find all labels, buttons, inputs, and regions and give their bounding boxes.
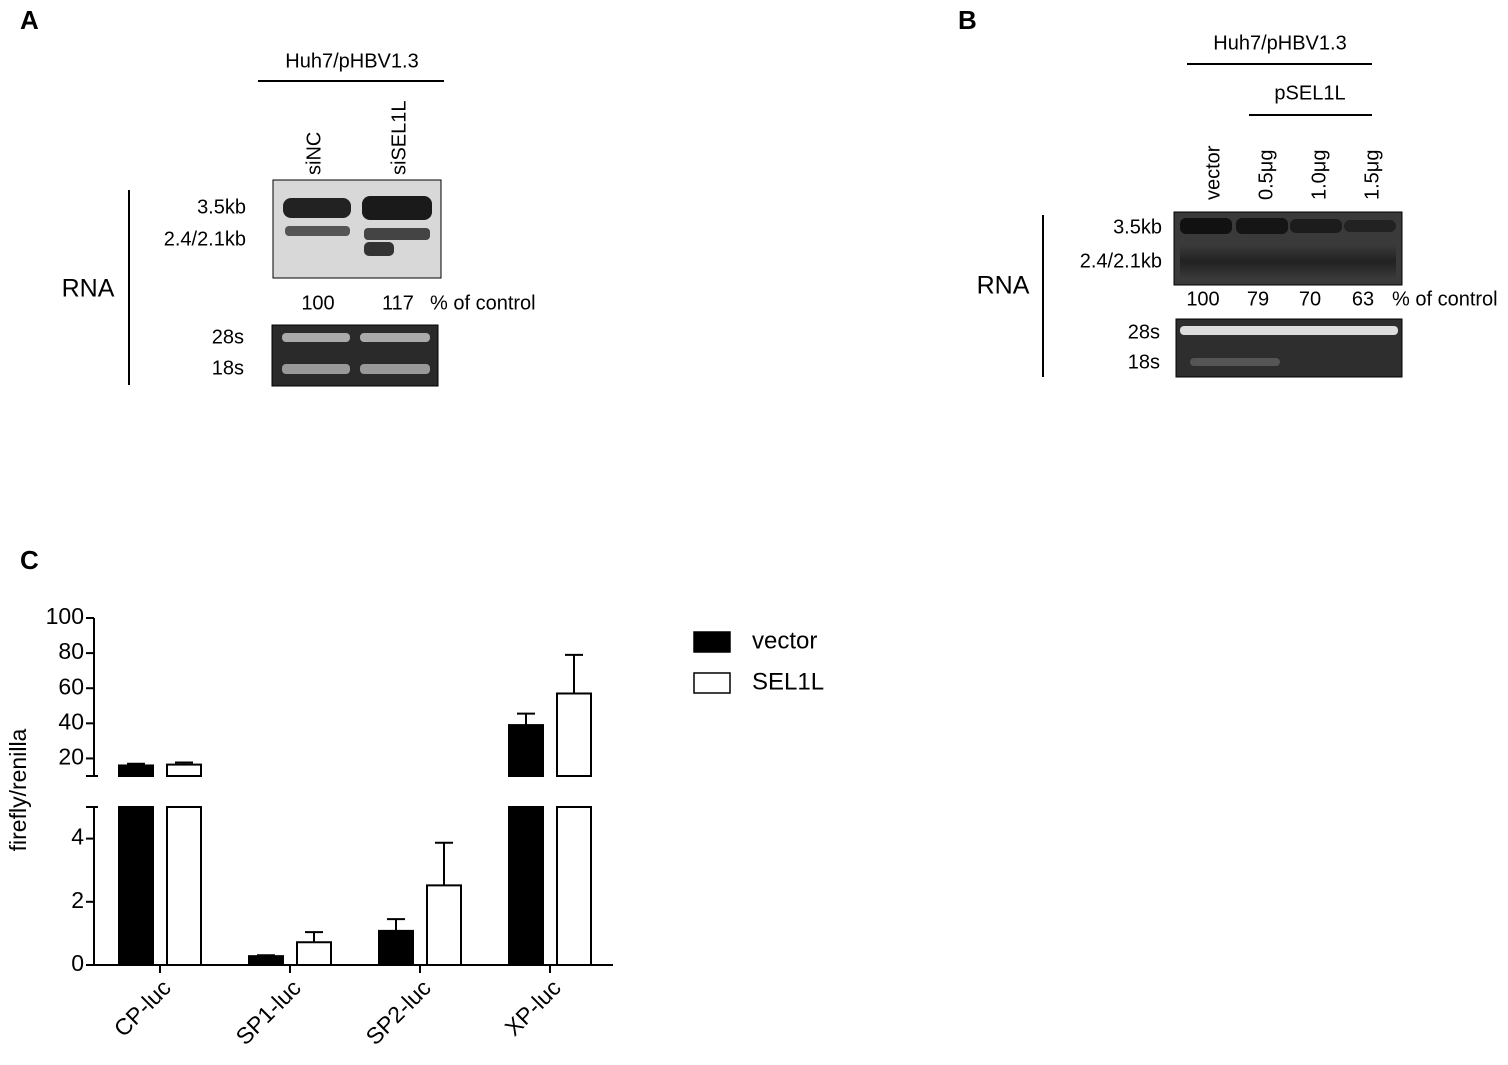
y-tick-label: 2	[71, 887, 84, 913]
y-tick-label: 0	[71, 950, 84, 976]
y-tick-label: 40	[58, 708, 84, 734]
lane-label: 1.0μg	[1308, 150, 1330, 200]
band-label: 2.4/2.1kb	[164, 228, 246, 250]
bar	[378, 929, 414, 967]
gel-band	[1344, 220, 1396, 232]
percent: 63	[1352, 288, 1374, 310]
gel-band	[1180, 245, 1396, 279]
band-label: 28s	[212, 326, 244, 348]
band-label: 3.5kb	[197, 196, 246, 218]
gel-band	[1290, 219, 1342, 233]
error-bar	[127, 762, 145, 766]
x-tick-label: XP-luc	[500, 974, 566, 1040]
y-tick-label: 60	[58, 673, 84, 699]
gel-band	[1236, 218, 1288, 234]
error-bar	[257, 954, 275, 957]
y-tick-label: 20	[58, 744, 84, 770]
y-tick-label: 100	[46, 603, 84, 629]
bar	[166, 763, 202, 777]
lane-label: vector	[1202, 145, 1224, 200]
x-tick-label: CP-luc	[109, 974, 176, 1041]
gel-band	[1180, 218, 1232, 234]
error-bar	[517, 712, 535, 726]
band-label: 2.4/2.1kb	[1080, 250, 1162, 272]
legend-swatch	[693, 631, 731, 653]
percent: 100	[301, 292, 334, 314]
y-axis-label: firefly/renilla	[5, 728, 31, 851]
side-label: RNA	[62, 275, 115, 303]
percent: 70	[1299, 288, 1321, 310]
gel-band	[360, 333, 430, 342]
percent-unit: % of control	[1392, 288, 1498, 310]
gel-band	[364, 228, 430, 240]
bar	[166, 806, 202, 966]
bar	[426, 884, 462, 966]
panel-label: C	[20, 545, 39, 575]
x-tick-label: SP2-luc	[360, 974, 435, 1049]
percent: 79	[1247, 288, 1269, 310]
legend-label: vector	[752, 627, 817, 654]
legend-swatch	[693, 672, 731, 694]
percent: 100	[1186, 288, 1219, 310]
error-bar	[435, 841, 453, 886]
band-label: 18s	[1128, 351, 1160, 373]
error-bar	[305, 931, 323, 943]
band-label: 28s	[1128, 321, 1160, 343]
bar	[118, 806, 154, 966]
subheader: pSEL1L	[1274, 82, 1345, 104]
bar	[508, 724, 544, 777]
side-label: RNA	[977, 272, 1030, 300]
lane-label: 1.5μg	[1361, 150, 1383, 200]
gel-band	[360, 364, 430, 374]
lane-label: 0.5μg	[1255, 150, 1277, 200]
gel-band	[285, 226, 350, 236]
y-tick-label: 4	[71, 824, 84, 850]
gel-band	[1180, 326, 1398, 335]
error-bar	[565, 653, 583, 694]
gel-band	[362, 196, 432, 220]
bar	[248, 955, 284, 966]
header: Huh7/pHBV1.3	[285, 50, 418, 72]
band-label: 3.5kb	[1113, 216, 1162, 238]
legend-label: SEL1L	[752, 668, 824, 695]
panel-label: A	[20, 5, 39, 35]
gel-band	[1190, 358, 1280, 366]
percent: 117	[382, 292, 414, 314]
lane-label: siSEL1L	[388, 101, 410, 176]
bar	[556, 692, 592, 777]
gel-band	[364, 242, 394, 256]
bar	[118, 764, 154, 778]
bar	[296, 941, 332, 966]
percent-unit: % of control	[430, 292, 536, 314]
lane-label: siNC	[303, 132, 325, 175]
band-label: 18s	[212, 357, 244, 379]
x-tick-label: SP1-luc	[230, 974, 305, 1049]
gel-band	[282, 364, 350, 374]
bar	[556, 806, 592, 966]
panel-label: B	[958, 5, 977, 35]
gel-band	[282, 333, 350, 342]
chart: 0 2 4 20 40 60 80 100 CP-luc SP1-luc SP2-luc XP-luc…	[46, 603, 824, 1050]
y-tick-label: 80	[58, 638, 84, 664]
gel-band	[283, 198, 351, 218]
error-bar	[175, 761, 193, 765]
error-bar	[387, 918, 405, 931]
header: Huh7/pHBV1.3	[1213, 32, 1346, 54]
bar	[508, 806, 544, 966]
